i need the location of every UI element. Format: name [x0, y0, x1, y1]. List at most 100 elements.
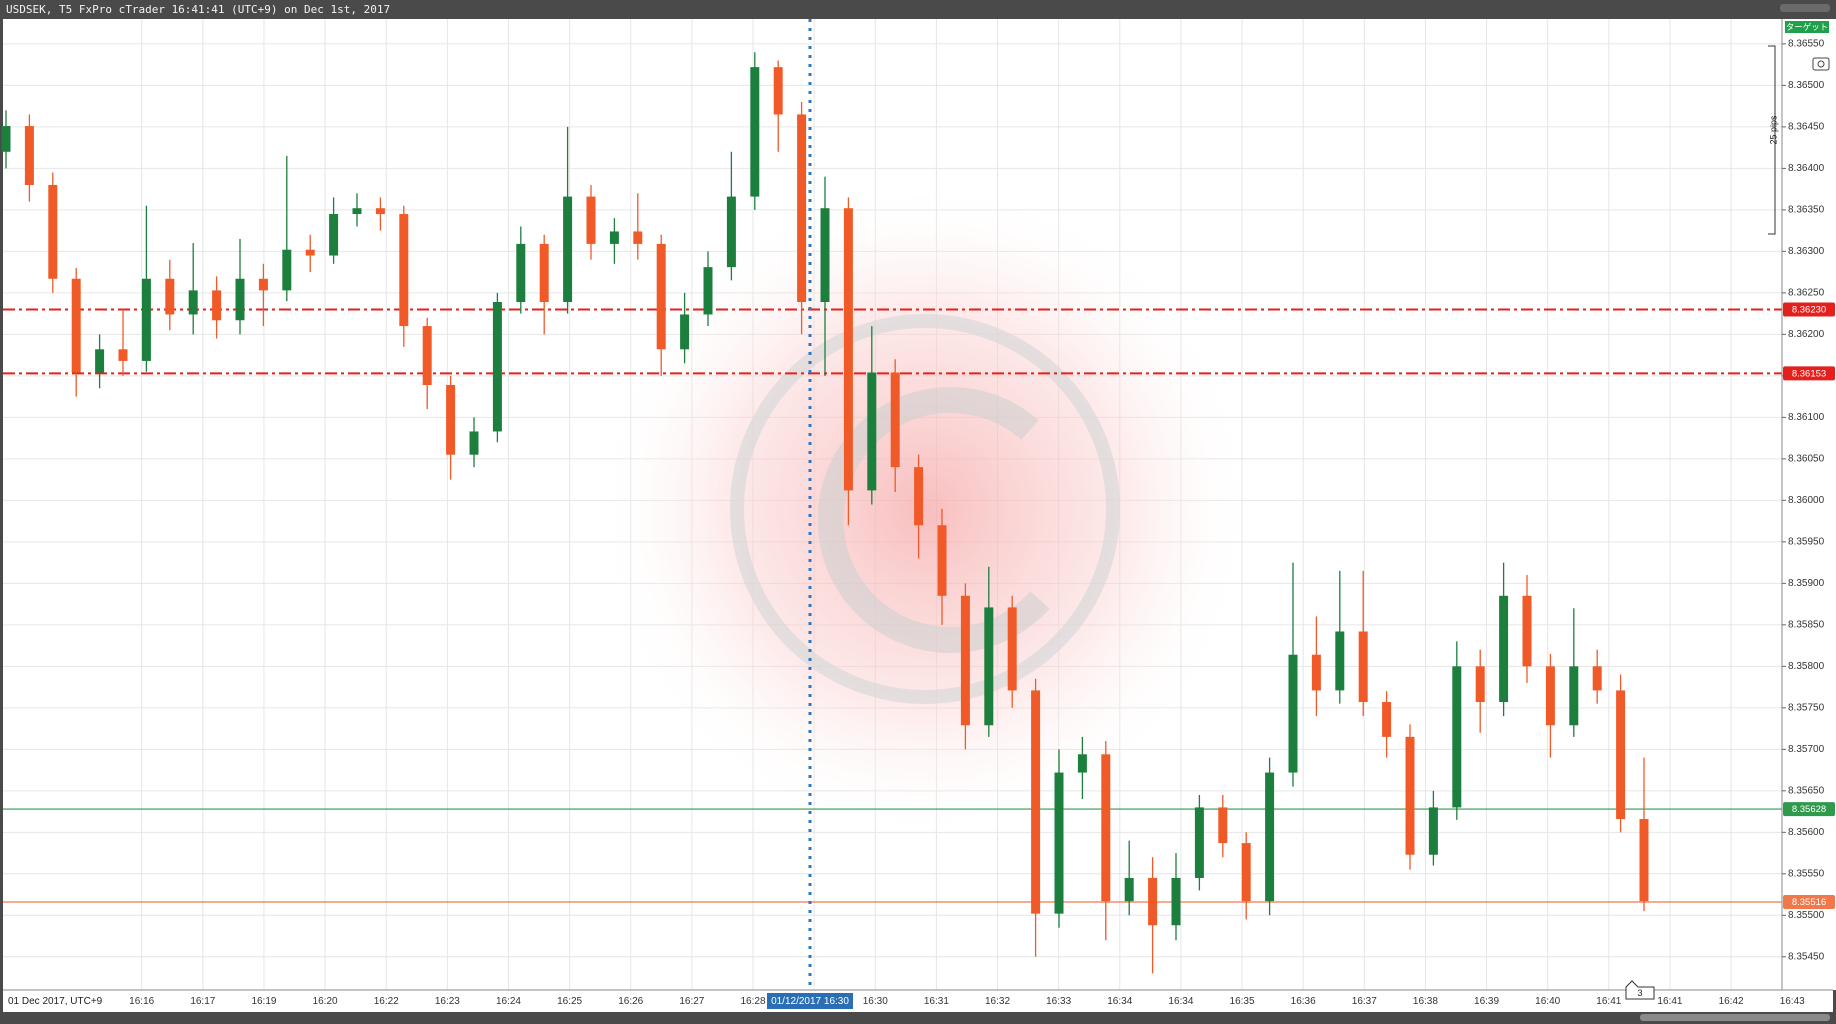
candle-body: [703, 267, 713, 315]
x-tick-label: 16:32: [985, 996, 1010, 1007]
price-level-label: 8.35516: [1792, 897, 1826, 908]
y-tick-label: 8.35700: [1788, 744, 1825, 755]
candle-body: [984, 607, 994, 726]
x-tick-label: 16:37: [1352, 996, 1377, 1007]
x-tick-label: 16:19: [251, 996, 276, 1007]
candle-body: [1335, 631, 1345, 691]
y-tick-label: 8.35900: [1788, 578, 1825, 589]
x-tick-label: 16:40: [1535, 996, 1560, 1007]
y-tick-label: 8.35850: [1788, 619, 1825, 630]
candle-body: [633, 231, 643, 244]
candle-body: [937, 525, 947, 596]
candle-body: [375, 208, 385, 215]
x-tick-label: 16:25: [557, 996, 582, 1007]
candle-body: [1077, 754, 1087, 773]
y-tick-label: 8.35500: [1788, 910, 1825, 921]
candle-body: [750, 67, 760, 197]
candle-body: [165, 278, 175, 315]
price-level-label: 8.36230: [1792, 304, 1826, 315]
candle-body: [656, 243, 666, 350]
y-tick-label: 8.36250: [1788, 288, 1825, 299]
x-tick-label: 16:31: [924, 996, 949, 1007]
price-level-tag: [1783, 302, 1835, 317]
x-tick-label: 16:38: [1413, 996, 1438, 1007]
candle-body: [305, 249, 315, 256]
candle-body: [1499, 595, 1509, 703]
x-tick-label: 16:36: [1291, 996, 1316, 1007]
candle-body: [1171, 877, 1181, 926]
x-tick-label: 16:27: [679, 996, 704, 1007]
x-tick-label: 16:43: [1780, 996, 1805, 1007]
candle-body: [1101, 754, 1111, 902]
scroll-area: [0, 1012, 1836, 1024]
y-tick-label: 8.36000: [1788, 495, 1825, 506]
title-bar: [0, 0, 1836, 19]
bar-count-tag: [1625, 980, 1655, 1000]
axes: 8.36550 8.36500 8.36450 8.36400 8.36350 8.363…: [129, 39, 1835, 1007]
candle-body: [1639, 819, 1649, 902]
bar-count: 3: [1637, 988, 1642, 998]
x-tick-label: 16:41: [1657, 996, 1682, 1007]
x-tick-label: 16:20: [313, 996, 338, 1007]
candle-body: [1545, 666, 1555, 726]
candle-body: [1218, 807, 1228, 844]
y-tick-label: 8.36350: [1788, 205, 1825, 216]
y-tick-label: 8.36300: [1788, 246, 1825, 257]
candles: [1, 52, 1649, 974]
candle-body: [399, 214, 409, 327]
x-tick-label: 16:26: [618, 996, 643, 1007]
y-tick-label: 8.35950: [1788, 536, 1825, 547]
price-axis: [1782, 19, 1836, 990]
candle-body: [539, 243, 549, 303]
candle-body: [469, 431, 479, 455]
scrollbar-thumb[interactable]: [1640, 1014, 1830, 1021]
camera-icon[interactable]: [1812, 57, 1830, 71]
crosshair-tag: [767, 993, 853, 1009]
y-tick-label: 8.35800: [1788, 661, 1825, 672]
target-label[interactable]: ターゲット: [1786, 22, 1829, 32]
candle-body: [1054, 772, 1064, 914]
candle-body: [141, 278, 151, 361]
y-tick-label: 8.36400: [1788, 163, 1825, 174]
candle-body: [352, 208, 362, 215]
candle-body: [118, 349, 128, 361]
candle-body: [258, 278, 268, 291]
candle-body: [1452, 666, 1462, 808]
y-tick-label: 8.36550: [1788, 39, 1825, 50]
candle-body: [1241, 843, 1251, 902]
watermark-ring: [730, 314, 1120, 704]
x-tick-label: 16:22: [374, 996, 399, 1007]
candle-body: [516, 243, 526, 303]
candle-body: [422, 326, 432, 385]
candle-body: [1148, 877, 1158, 926]
candle-body: [586, 196, 596, 244]
candle-body: [797, 114, 807, 303]
y-tick-label: 8.36100: [1788, 412, 1825, 423]
y-tick-label: 8.35650: [1788, 785, 1825, 796]
x-tick-label: 16:23: [435, 996, 460, 1007]
candle-body: [329, 214, 339, 256]
camera-lens: [1817, 60, 1825, 68]
window-control[interactable]: [1780, 4, 1830, 12]
x-tick-label: 16:24: [496, 996, 521, 1007]
candle-body: [1522, 595, 1532, 667]
candle-body: [843, 208, 853, 491]
candle-body: [609, 231, 619, 244]
candle-body: [24, 126, 34, 185]
price-level-tag: [1783, 366, 1835, 381]
target-tag[interactable]: [1785, 21, 1829, 33]
candle-body: [563, 196, 573, 303]
candle-body: [1428, 807, 1438, 855]
candle-body: [726, 196, 736, 268]
pips-bracket: [1768, 45, 1776, 235]
x-tick-label: 16:16: [129, 996, 154, 1007]
candle-body: [71, 278, 81, 373]
candle-body: [188, 290, 198, 315]
y-tick-label: 8.35450: [1788, 951, 1825, 962]
candle-body: [1382, 702, 1392, 737]
y-tick-label: 8.35550: [1788, 868, 1825, 879]
candle-body: [1405, 736, 1415, 855]
candle-body: [282, 249, 292, 291]
